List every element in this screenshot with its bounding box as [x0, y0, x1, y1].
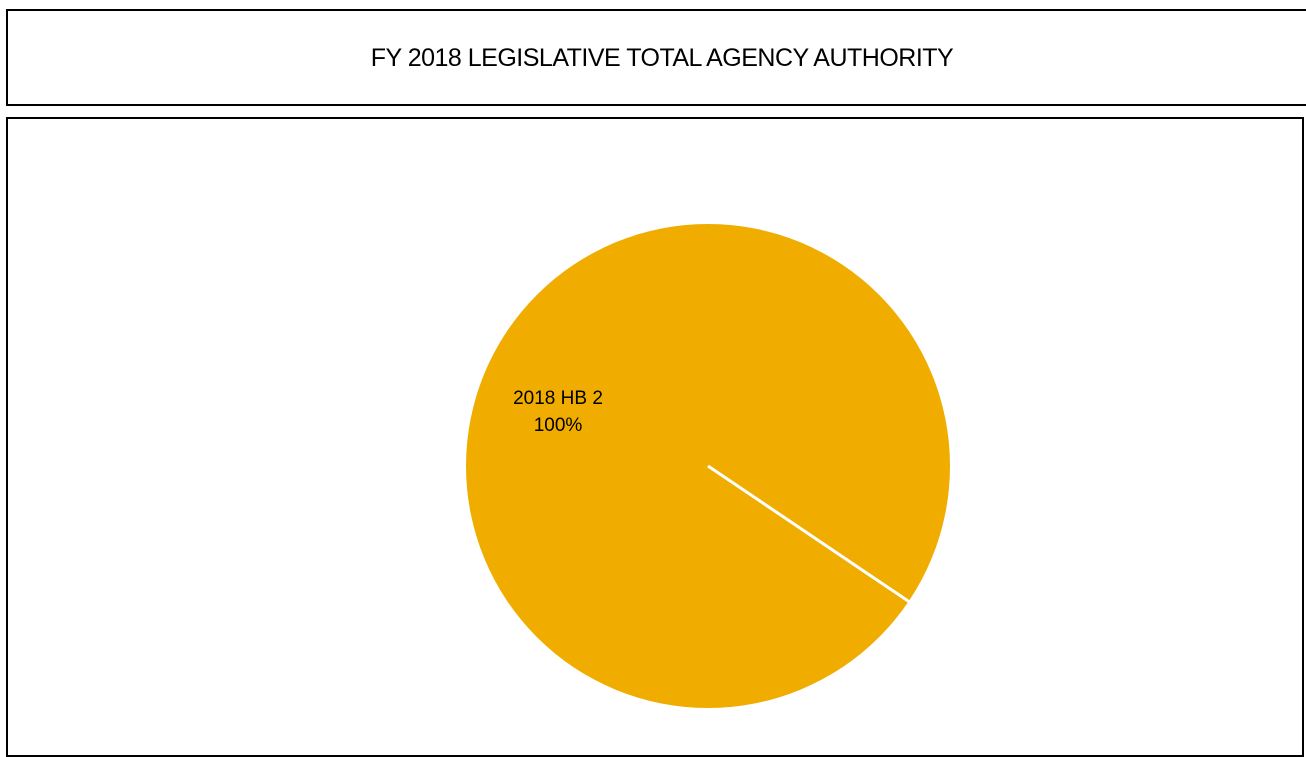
pie-group: 2018 HB 2 100%: [466, 224, 950, 708]
pie-chart: 2018 HB 2 100%: [466, 224, 950, 708]
slice-label-percent: 100%: [534, 415, 583, 436]
pie-slice-separator: [707, 464, 910, 603]
slice-label-name: 2018 HB 2: [513, 388, 603, 409]
chart-title-box: FY 2018 LEGISLATIVE TOTAL AGENCY AUTHORI…: [6, 9, 1306, 106]
chart-title: FY 2018 LEGISLATIVE TOTAL AGENCY AUTHORI…: [370, 44, 954, 72]
